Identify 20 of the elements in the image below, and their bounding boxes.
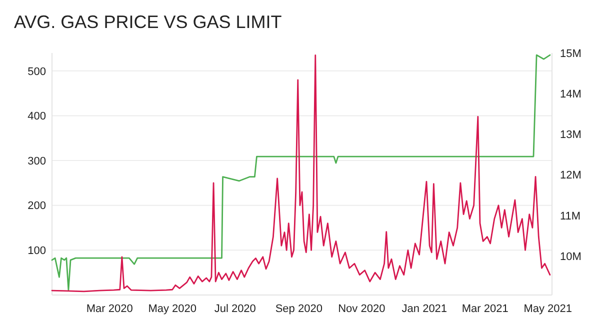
x-tick-label: Jul 2020 — [214, 303, 256, 315]
y2-tick-label: 14M — [560, 88, 582, 100]
y2-tick-label: 10M — [560, 250, 582, 263]
x-tick-label: Jan 2021 — [402, 303, 448, 315]
y-tick-label: 100 — [28, 245, 46, 258]
y2-tick-label: 15M — [560, 48, 582, 60]
y2-tick-label: 13M — [560, 129, 582, 142]
y2-tick-label: 11M — [560, 210, 581, 222]
y-tick-label: 500 — [28, 66, 46, 78]
x-tick-label: May 2020 — [148, 303, 197, 315]
y2-tick-label: 12M — [560, 170, 582, 182]
y-tick-label: 400 — [28, 110, 46, 123]
y-tick-label: 200 — [28, 200, 46, 212]
x-tick-label: May 2021 — [524, 303, 572, 315]
x-tick-label: Nov 2020 — [338, 303, 386, 315]
x-tick-label: Mar 2021 — [462, 303, 508, 315]
y-tick-label: 300 — [28, 155, 46, 168]
x-tick-label: Sep 2020 — [275, 303, 322, 315]
x-tick-label: Mar 2020 — [86, 303, 133, 315]
chart-title: AVG. GAS PRICE VS GAS LIMIT — [14, 12, 282, 32]
